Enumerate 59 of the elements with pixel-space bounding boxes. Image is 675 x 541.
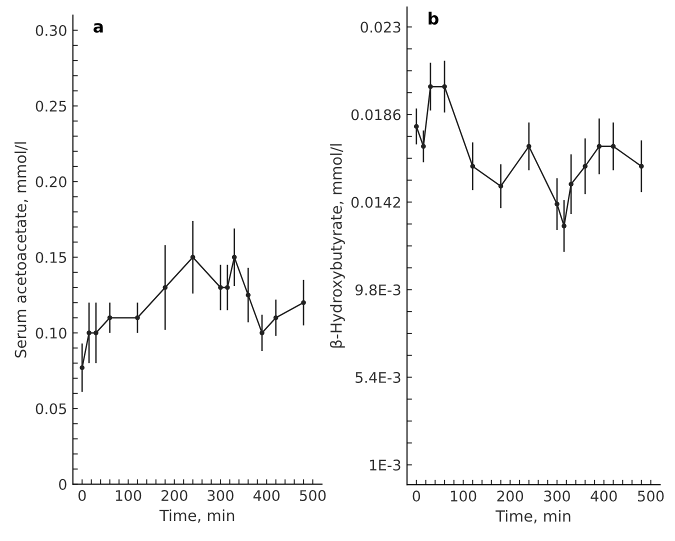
- y-tick-label: 0.10: [36, 328, 66, 339]
- y-axis-title: β-Hydroxybutyrate, mmol/l: [330, 144, 345, 348]
- point: [80, 365, 85, 370]
- y-tick-label: 0.0142: [351, 196, 400, 208]
- x-tick-label: 400: [590, 490, 617, 502]
- point: [638, 164, 644, 169]
- point: [86, 330, 92, 336]
- y-tick-label: 0.15: [36, 252, 66, 263]
- point: [610, 144, 616, 149]
- y-tick-label: 0.30: [36, 24, 66, 36]
- y-tick-label: 0.25: [36, 100, 66, 112]
- x-tick-label: 100: [450, 490, 476, 502]
- point: [224, 285, 230, 290]
- point: [421, 144, 426, 149]
- point: [232, 254, 237, 260]
- chart-title: b: [428, 12, 438, 25]
- point: [554, 202, 560, 207]
- point: [94, 330, 98, 336]
- point: [428, 84, 433, 90]
- point: [260, 330, 264, 336]
- x-tick-label: 500: [300, 490, 326, 502]
- y-axis-title: Serum acetoacetate, mmol/l: [14, 142, 28, 358]
- x-tick-label: 200: [497, 490, 524, 502]
- x-tick-label: 0: [78, 490, 86, 502]
- point: [273, 315, 278, 320]
- point: [526, 144, 532, 149]
- point: [162, 285, 168, 290]
- x-tick-label: 400: [253, 490, 280, 502]
- x-tick-label: 100: [116, 490, 142, 502]
- point: [582, 164, 588, 169]
- point: [135, 315, 140, 320]
- y-tick-label: 1E-3: [370, 460, 400, 471]
- x-tick-label: 300: [208, 490, 234, 502]
- chart-title: a: [94, 23, 103, 33]
- y-tick-label: 5.4E-3: [356, 372, 400, 383]
- x-axis-title: Time, min: [496, 510, 570, 524]
- x-tick-label: 200: [162, 490, 188, 502]
- y-tick-label: 0.05: [36, 403, 66, 414]
- point: [470, 164, 476, 169]
- point: [596, 144, 602, 149]
- y-tick-label: 9.8E-3: [355, 284, 400, 296]
- point: [107, 315, 112, 320]
- y-tick-label: 0.0186: [351, 109, 401, 120]
- point: [414, 124, 419, 129]
- point: [218, 285, 223, 290]
- point: [246, 292, 251, 298]
- point: [190, 254, 196, 260]
- y-tick-label: 0.20: [36, 176, 66, 188]
- x-tick-label: 300: [544, 490, 570, 502]
- x-tick-label: 0: [412, 490, 420, 502]
- y-tick-label: 0.023: [360, 22, 400, 33]
- point: [568, 182, 574, 187]
- point: [301, 300, 306, 306]
- point: [442, 84, 447, 90]
- y-tick-label: 0: [59, 478, 66, 490]
- x-axis-title: Time, min: [159, 509, 234, 523]
- point: [498, 184, 504, 189]
- x-tick-label: 500: [638, 490, 664, 502]
- point: [562, 224, 566, 228]
